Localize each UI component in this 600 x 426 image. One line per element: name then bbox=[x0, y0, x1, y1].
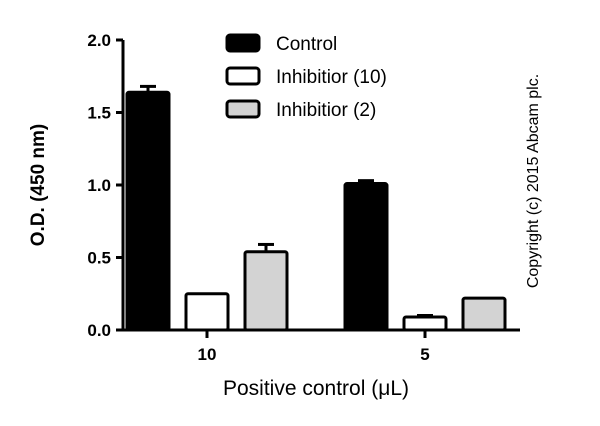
x-axis-label: Positive control (μL) bbox=[223, 377, 409, 400]
legend-label: Control bbox=[276, 34, 337, 55]
x-tick-label: 5 bbox=[420, 345, 429, 364]
bar-control-10 bbox=[125, 90, 171, 332]
bar-control-5 bbox=[343, 182, 389, 332]
legend-swatch bbox=[225, 99, 261, 119]
y-tick-label: 0.5 bbox=[87, 249, 111, 268]
bar-inhibitior-10--10 bbox=[184, 292, 230, 332]
bar-inhibitior-2--10 bbox=[243, 250, 289, 332]
y-tick-label: 1.0 bbox=[87, 176, 111, 195]
y-tick-label: 1.5 bbox=[87, 104, 111, 123]
x-tick-label: 10 bbox=[198, 345, 217, 364]
bar-inhibitior-2--5 bbox=[461, 296, 507, 332]
copyright-text: Copyright (c) 2015 Abcam plc. bbox=[525, 74, 542, 288]
legend-label: Inhibitior (10) bbox=[276, 67, 387, 88]
bar-inhibitior-10--5 bbox=[402, 315, 448, 332]
y-tick-label: 2.0 bbox=[87, 31, 111, 50]
legend-swatch bbox=[225, 66, 261, 86]
legend-label: Inhibitior (2) bbox=[276, 100, 376, 121]
legend-swatch bbox=[225, 33, 261, 53]
y-axis-label: O.D. (450 nm) bbox=[28, 124, 49, 246]
y-tick-label: 0.0 bbox=[87, 321, 111, 340]
